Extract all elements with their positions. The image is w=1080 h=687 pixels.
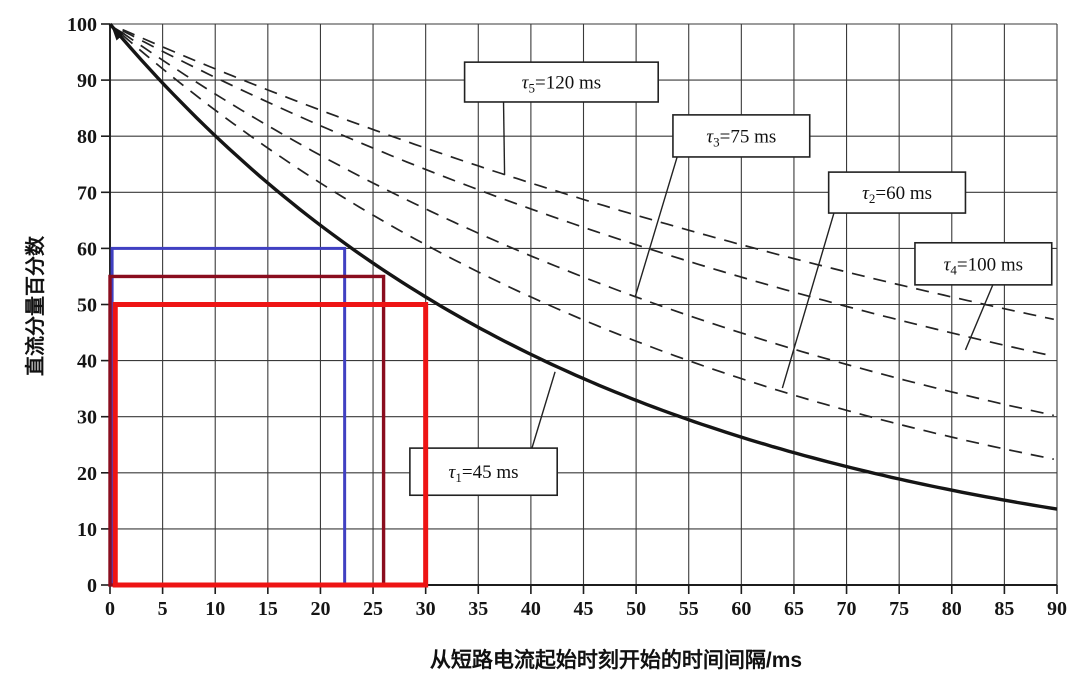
callout-tau1-box bbox=[409, 447, 558, 497]
callout-tau4: τ4=100 ms bbox=[914, 241, 1053, 351]
x-tick-label: 0 bbox=[105, 598, 115, 620]
callout-tau3: τ3=75 ms bbox=[634, 114, 811, 298]
callout-tau1: τ1=45 ms bbox=[409, 371, 558, 497]
y-tick-label: 20 bbox=[77, 463, 97, 485]
x-tick-label: 35 bbox=[468, 598, 488, 620]
y-tick-label: 40 bbox=[77, 351, 97, 373]
callout-tau2-box bbox=[827, 171, 967, 214]
callout-tau1-leader-line bbox=[531, 371, 556, 449]
callout-tau5-leader-line bbox=[502, 101, 506, 175]
x-tick-label: 20 bbox=[310, 598, 330, 620]
callout-tau3-leader-line bbox=[634, 156, 678, 298]
x-tick-label: 70 bbox=[837, 598, 857, 620]
y-tick-label: 90 bbox=[77, 70, 97, 92]
y-tick-label: 30 bbox=[77, 407, 97, 429]
y-tick-label: 100 bbox=[67, 14, 97, 36]
x-tick-label: 50 bbox=[626, 598, 646, 620]
y-axis-title: 直流分量百分数 bbox=[23, 235, 47, 376]
callout-tau4-box bbox=[914, 241, 1053, 286]
x-tick-label: 10 bbox=[205, 598, 225, 620]
x-tick-label: 75 bbox=[889, 598, 909, 620]
callout-tau3-box bbox=[672, 114, 811, 158]
curves bbox=[108, 22, 1058, 511]
y-tick-label: 50 bbox=[77, 295, 97, 317]
y-tick-label: 10 bbox=[77, 519, 97, 541]
x-tick-label: 45 bbox=[574, 598, 594, 620]
x-tick-label: 80 bbox=[942, 598, 962, 620]
callout-tau5-text: τ5=120 ms bbox=[522, 73, 601, 96]
x-tick-label: 30 bbox=[416, 598, 436, 620]
x-tick-label: 90 bbox=[1047, 598, 1067, 620]
callout-tau4-text: τ4=100 ms bbox=[944, 254, 1023, 277]
overlay-rectangles bbox=[108, 246, 429, 588]
x-tick-label: 55 bbox=[679, 598, 699, 620]
x-tick-label: 15 bbox=[258, 598, 278, 620]
callout-tau1-text: τ1=45 ms bbox=[449, 462, 519, 485]
callout-tau5-box bbox=[463, 61, 660, 103]
y-tick-label: 0 bbox=[87, 575, 97, 597]
curve-tau1 bbox=[108, 22, 1058, 511]
y-tick-label: 80 bbox=[77, 126, 97, 148]
x-tick-label: 65 bbox=[784, 598, 804, 620]
x-tick-label: 5 bbox=[158, 598, 168, 620]
x-tick-label: 40 bbox=[521, 598, 541, 620]
y-tick-label: 60 bbox=[77, 238, 97, 260]
callout-tau5: τ5=120 ms bbox=[463, 61, 660, 175]
tick-labels: 0 5 10 15 20 25 30 35 40 45 50 55 60 65 70 75 80 85 90 0 10 2… bbox=[67, 14, 1067, 620]
x-tick-label: 25 bbox=[363, 598, 383, 620]
x-axis-title: 从短路电流起始时刻开始的时间间隔/ms bbox=[430, 648, 802, 672]
y-tick-label: 70 bbox=[77, 182, 97, 204]
plot-area: 0 5 10 15 20 25 30 35 40 45 50 55 60 65 70 75 80 85 90 0 10 2… bbox=[67, 14, 1067, 620]
curve-tau5 bbox=[122, 28, 1054, 321]
callout-tau2-text: τ2=60 ms bbox=[862, 183, 932, 206]
x-tick-label: 60 bbox=[731, 598, 751, 620]
origin-arrowhead bbox=[111, 25, 125, 41]
overlay-rect-maroon bbox=[108, 274, 386, 587]
curve-tau4 bbox=[122, 29, 1054, 358]
callout-tau3-text: τ3=75 ms bbox=[706, 126, 776, 149]
x-tick-label: 85 bbox=[994, 598, 1014, 620]
overlay-rect-red bbox=[112, 302, 429, 588]
callout-tau2-leader-line bbox=[781, 212, 835, 389]
curve-tau3 bbox=[122, 32, 1054, 417]
callout-tau2: τ2=60 ms bbox=[781, 171, 967, 389]
callout-tau4-leader-line bbox=[964, 284, 994, 351]
tick-marks bbox=[101, 23, 1058, 594]
